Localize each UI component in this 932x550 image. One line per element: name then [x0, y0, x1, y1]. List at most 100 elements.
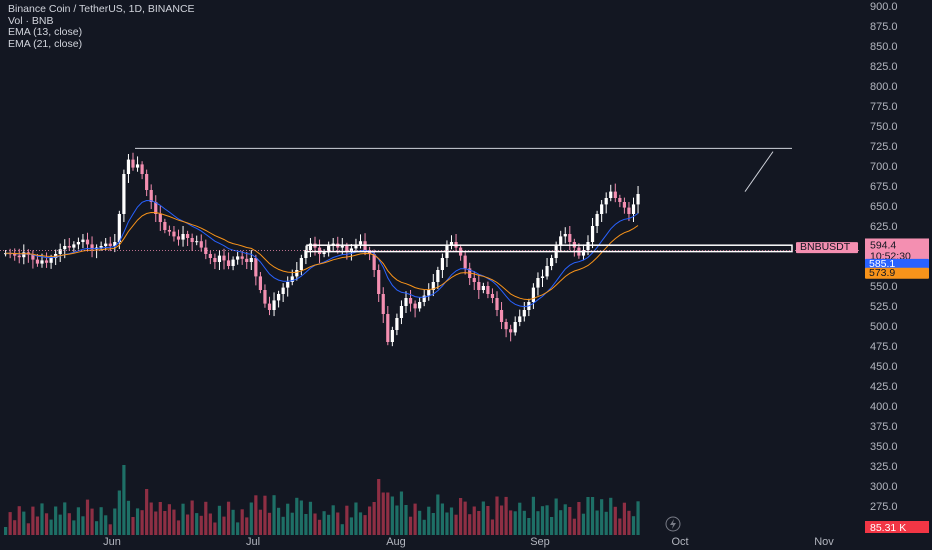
candle-body — [595, 214, 599, 226]
candle-body — [408, 298, 413, 304]
candle-body — [627, 207, 631, 214]
candle-body — [267, 303, 272, 310]
volume-bar — [13, 520, 17, 535]
volume-bar — [499, 505, 504, 535]
y-tick-label: 825.0 — [870, 61, 898, 73]
volume-bar — [559, 510, 563, 535]
candle-body — [49, 258, 53, 263]
volume-bar — [522, 510, 526, 535]
candle-body — [222, 255, 226, 261]
volume-bar — [58, 514, 62, 535]
candle-body — [358, 241, 363, 245]
candle-body — [481, 286, 485, 290]
candle-body — [504, 322, 508, 330]
candle-body — [486, 286, 490, 294]
volume-bar — [454, 514, 458, 535]
y-tick-label: 650.0 — [870, 201, 898, 213]
zone-label-tag: BNBUSDT — [800, 241, 851, 253]
ema-21-tag-bg — [865, 267, 929, 279]
volume-bar — [217, 505, 222, 535]
candle-body — [67, 246, 71, 248]
candle-body — [317, 247, 322, 254]
volume-bar — [117, 490, 121, 535]
zone-label-tag-bg — [796, 242, 858, 254]
y-tick-label: 375.0 — [870, 421, 898, 433]
volume-bar — [477, 511, 481, 535]
volume-bar — [90, 508, 94, 535]
volume-bar — [545, 505, 549, 535]
candle-body — [135, 164, 140, 168]
volume-bar — [190, 500, 194, 535]
candle-body — [531, 287, 535, 302]
volume-bar — [331, 505, 335, 535]
volume-bar — [427, 506, 431, 535]
volume-bar — [267, 512, 272, 535]
y-tick-label: 450.0 — [870, 361, 898, 373]
volume-bar — [449, 507, 454, 535]
volume-bar — [486, 506, 490, 535]
volume-bar — [4, 527, 8, 535]
volume-bar — [295, 497, 299, 535]
range-zone-box[interactable] — [306, 244, 793, 253]
volume-bar — [40, 503, 44, 535]
volume-bar — [208, 513, 212, 535]
candle-body — [304, 250, 308, 258]
volume-bar — [572, 518, 576, 535]
volume-bar — [590, 497, 595, 535]
candle-body — [340, 246, 344, 248]
candle-body — [636, 194, 640, 205]
candle-body — [509, 329, 513, 333]
candle-body — [436, 270, 440, 282]
volume-bar — [76, 507, 80, 535]
y-tick-label: 525.0 — [870, 301, 898, 313]
ema-13-line — [5, 199, 639, 308]
candle-body — [477, 282, 481, 290]
candle-body — [58, 249, 62, 254]
candle-body — [418, 302, 422, 309]
volume-bar — [518, 502, 522, 535]
trend-line[interactable] — [744, 151, 774, 192]
volume-bar — [149, 502, 153, 535]
volume-bar — [299, 500, 303, 535]
volume-bar — [245, 517, 249, 535]
chart-legend: Binance Coin / TetherUS, 1D, BINANCE Vol… — [8, 3, 195, 50]
candle-body — [386, 314, 390, 342]
candle-body — [399, 306, 404, 318]
x-tick-label: Jul — [246, 536, 260, 548]
volume-bar — [195, 513, 199, 535]
candle-body — [108, 243, 112, 246]
candle-body — [377, 270, 381, 294]
candle-body — [140, 164, 144, 174]
volume-bar — [381, 492, 385, 535]
y-tick-label: 750.0 — [870, 121, 898, 133]
candle-body — [272, 300, 276, 310]
ema-21-line — [5, 211, 639, 301]
candle-body — [295, 270, 299, 277]
volume-bar — [404, 505, 408, 535]
candle-body — [286, 282, 290, 288]
volume-bar — [440, 503, 444, 535]
volume-bar — [154, 511, 158, 535]
volume-bar — [308, 501, 313, 535]
candle-body — [290, 276, 294, 282]
volume-bar — [131, 517, 135, 535]
volume-bar — [413, 503, 417, 535]
volume-bar — [104, 515, 108, 535]
volume-bar — [17, 506, 21, 535]
lightning-icon[interactable] — [665, 516, 681, 532]
candle-body — [154, 202, 158, 214]
volume-bar — [481, 501, 485, 535]
volume-bar — [277, 507, 281, 535]
candle-body — [345, 246, 349, 252]
volume-bar — [272, 495, 276, 535]
candle-body — [17, 255, 21, 258]
candle-body — [254, 258, 258, 277]
candle-body — [181, 234, 185, 240]
candle-body — [40, 260, 44, 264]
volume-bar — [554, 498, 558, 535]
volume-bar — [258, 509, 262, 535]
candle-body — [395, 318, 399, 330]
volume-bar — [631, 516, 636, 535]
candle-body — [390, 330, 394, 342]
